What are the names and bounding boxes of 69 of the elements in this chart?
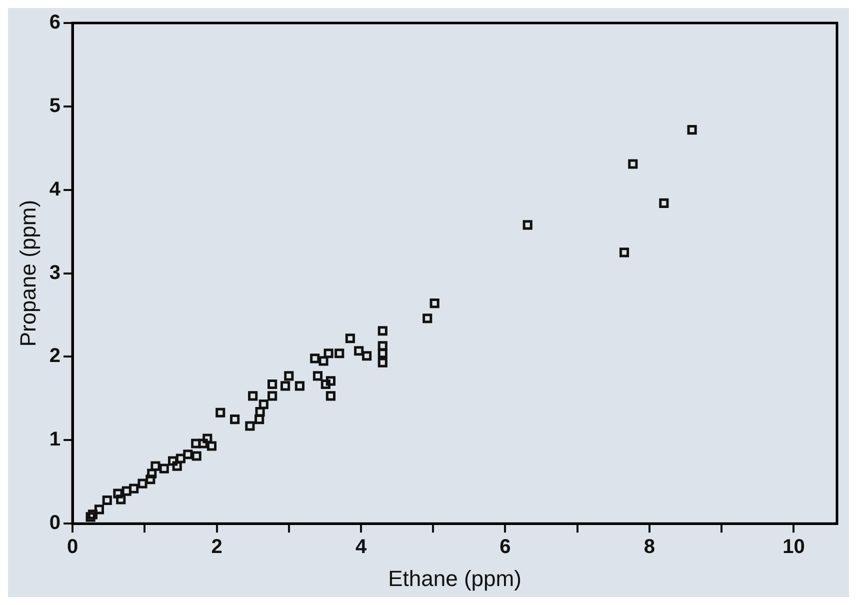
x-tick-label: 0 — [66, 536, 78, 558]
x-tick-label: 8 — [644, 536, 656, 558]
point — [150, 461, 160, 471]
point — [378, 358, 388, 368]
point — [378, 326, 388, 336]
y-tick-label: 0 — [49, 512, 61, 534]
point — [129, 484, 139, 494]
point — [86, 512, 96, 522]
point — [310, 354, 320, 364]
point — [354, 346, 364, 356]
point — [378, 341, 388, 351]
point — [687, 125, 697, 135]
x-tick-label: 10 — [782, 536, 805, 558]
point — [248, 391, 258, 401]
point — [138, 478, 148, 488]
point — [202, 434, 212, 444]
x-tick-label: 2 — [211, 536, 222, 558]
point — [268, 379, 278, 390]
point — [430, 298, 440, 308]
point — [284, 371, 294, 381]
point — [334, 348, 344, 358]
point — [230, 414, 240, 424]
point — [294, 381, 304, 391]
point — [345, 334, 355, 344]
y-tick-label: 2 — [49, 345, 61, 368]
point — [422, 314, 432, 324]
point — [88, 510, 98, 520]
point — [113, 488, 123, 498]
y-tick-label: 1 — [49, 428, 61, 451]
point — [146, 474, 156, 484]
y-tick-label: 6 — [49, 12, 61, 34]
point — [94, 504, 104, 514]
x-tick-label: 4 — [355, 536, 368, 558]
point — [326, 391, 336, 401]
point — [324, 348, 334, 358]
point — [206, 441, 216, 451]
point — [176, 454, 186, 464]
point — [168, 456, 178, 466]
point — [258, 400, 268, 410]
point — [619, 248, 630, 258]
x-tick-label: 6 — [500, 536, 511, 558]
point — [122, 486, 132, 496]
point — [659, 198, 669, 208]
point — [522, 220, 532, 230]
y-axis-title: Propane (ppm) — [15, 200, 40, 347]
y-tick-label: 4 — [49, 178, 62, 200]
point — [268, 391, 278, 401]
point — [183, 450, 193, 460]
y-tick-label: 5 — [49, 94, 61, 117]
point — [280, 381, 290, 391]
point — [147, 468, 157, 478]
point — [116, 494, 126, 504]
point — [191, 438, 201, 448]
point — [102, 495, 112, 506]
point — [312, 371, 323, 381]
point — [320, 379, 330, 390]
point — [254, 414, 264, 424]
point — [172, 461, 182, 471]
point — [326, 376, 336, 386]
point — [362, 351, 372, 361]
point — [318, 356, 328, 366]
point — [628, 159, 638, 169]
y-tick-label: 3 — [49, 262, 61, 284]
point — [159, 464, 169, 474]
x-axis-title: Ethane (ppm) — [388, 566, 522, 591]
point — [216, 408, 226, 418]
point — [378, 348, 388, 358]
point — [245, 421, 255, 431]
point — [192, 451, 202, 461]
